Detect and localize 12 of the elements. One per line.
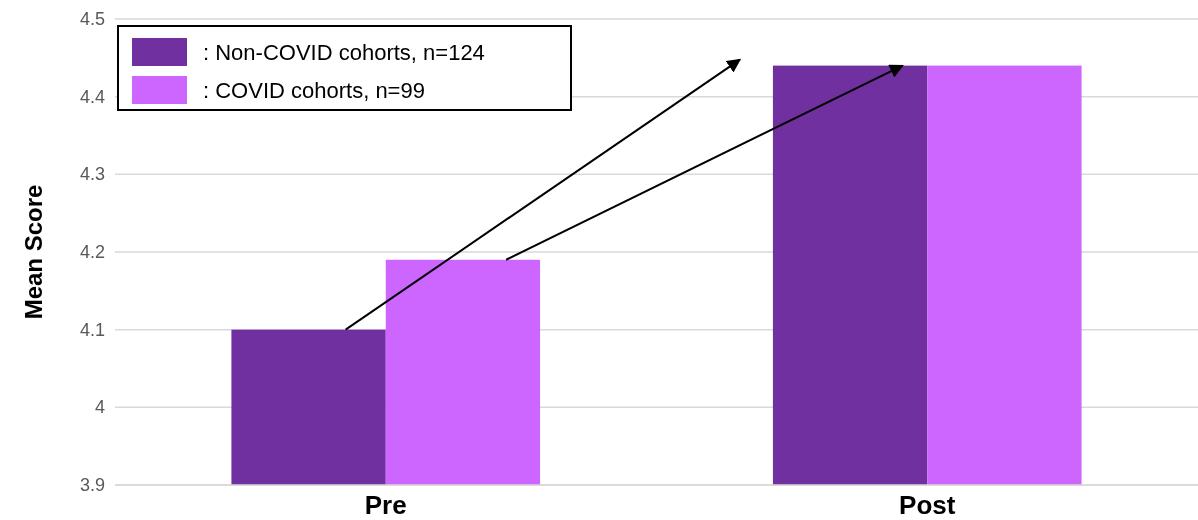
x-tick-label: Pre: [364, 490, 407, 520]
y-tick-label: 4.3: [79, 164, 105, 185]
y-tick-label: 4.4: [79, 86, 105, 107]
x-tick-label: Post: [899, 490, 956, 520]
y-tick-label: 4: [94, 397, 105, 418]
y-tick-label: 3.9: [79, 475, 105, 495]
legend-label: : Non-COVID cohorts, n=124: [203, 39, 485, 65]
y-tick-label: 4.5: [79, 9, 105, 29]
y-axis-title: Mean Score: [20, 184, 47, 320]
legend-label: : COVID cohorts, n=99: [203, 77, 425, 103]
y-tick-label: 4.2: [79, 242, 105, 262]
y-tick-label: 4.1: [79, 319, 105, 340]
